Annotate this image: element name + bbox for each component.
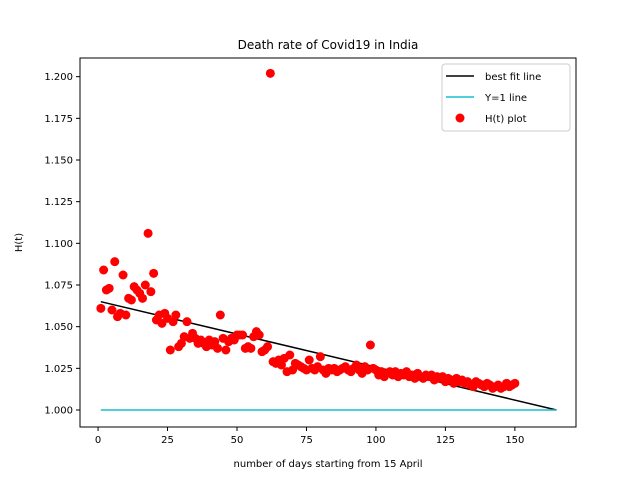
- scatter-point: [99, 265, 109, 275]
- x-tick-label: 75: [300, 435, 313, 446]
- x-tick-label: 50: [231, 435, 244, 446]
- scatter-point: [171, 310, 181, 320]
- scatter-point: [149, 268, 159, 278]
- scatter-point: [165, 345, 175, 355]
- scatter-point: [118, 270, 128, 280]
- legend-label-scatter: H(t) plot: [485, 114, 527, 125]
- x-tick-label: 0: [95, 435, 101, 446]
- scatter-point: [285, 350, 295, 360]
- scatter-point: [121, 310, 131, 320]
- x-tick-label: 100: [366, 435, 385, 446]
- scatter-point: [146, 287, 156, 297]
- plot-frame: [79, 57, 577, 428]
- scatter-point: [107, 305, 117, 315]
- y-tick-label: 1.150: [44, 156, 73, 167]
- y-tick-label: 1.200: [44, 72, 73, 83]
- x-tick-label: 150: [505, 435, 524, 446]
- scatter-point: [365, 340, 375, 350]
- y-tick-label: 1.100: [44, 239, 73, 250]
- scatter-point: [182, 317, 192, 327]
- scatter-point: [265, 68, 275, 78]
- scatter-point: [263, 342, 273, 352]
- x-axis-label: number of days starting from 15 April: [234, 459, 423, 470]
- y-tick-label: 1.050: [44, 322, 73, 333]
- scatter-point: [221, 345, 231, 355]
- scatter-point: [254, 330, 264, 340]
- scatter-point: [238, 330, 248, 340]
- chart-title: Death rate of Covid19 in India: [238, 38, 419, 52]
- y-tick-label: 1.025: [44, 364, 73, 375]
- scatter-point: [140, 280, 150, 290]
- y-tick-label: 1.000: [44, 406, 73, 417]
- scatter-point: [215, 310, 225, 320]
- scatter-point: [304, 355, 314, 365]
- x-tick-label: 25: [161, 435, 174, 446]
- scatter-point: [143, 228, 153, 238]
- scatter-point: [315, 352, 325, 362]
- scatter-point: [246, 343, 256, 353]
- legend-label-y1: Y=1 line: [484, 93, 527, 104]
- scatter-point: [510, 378, 520, 388]
- y-tick-label: 1.075: [44, 281, 73, 292]
- legend-swatch-scatter: [455, 113, 465, 123]
- scatter-point: [213, 343, 223, 353]
- scatter-point: [126, 295, 136, 305]
- legend: best fit line Y=1 line H(t) plot: [441, 63, 571, 132]
- y-axis: 1.000 1.025 1.050 1.075 1.100 1.125 1.150 1.175…: [44, 72, 80, 417]
- x-tick-label: 125: [436, 435, 455, 446]
- y-tick-label: 1.125: [44, 197, 73, 208]
- scatter-point: [96, 303, 106, 313]
- x-axis: 0 25 50 75 100 125 150: [95, 427, 524, 446]
- scatter-point: [138, 293, 148, 303]
- y-tick-label: 1.175: [44, 114, 73, 125]
- scatter-point: [110, 257, 120, 267]
- scatter-point: [104, 283, 114, 293]
- y-axis-label: H(t): [14, 233, 25, 252]
- legend-label-best-fit: best fit line: [485, 72, 541, 83]
- legend-box: [441, 63, 571, 132]
